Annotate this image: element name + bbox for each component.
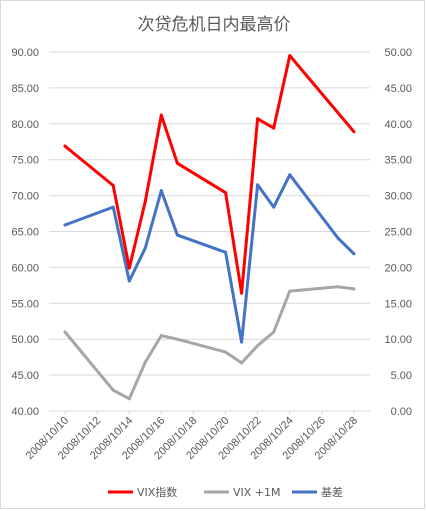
y-left-tick-label: 80.00: [11, 119, 39, 131]
data-point: [224, 250, 228, 254]
data-point: [143, 199, 147, 203]
chart-title: 次贷危机日内最高价: [138, 15, 291, 35]
data-point: [175, 233, 179, 237]
data-point: [159, 113, 163, 117]
data-point: [127, 266, 131, 270]
series-lines: [63, 54, 356, 401]
data-point: [224, 350, 228, 354]
data-point: [272, 330, 276, 334]
data-point: [111, 184, 115, 188]
legend-label: VIX指数: [137, 485, 177, 499]
y-right-tick-label: 15.00: [384, 298, 412, 310]
gridlines: [49, 51, 370, 412]
data-point: [63, 330, 67, 334]
data-point: [143, 360, 147, 364]
y-left-tick-label: 65.00: [11, 227, 39, 239]
data-point: [159, 334, 163, 338]
data-point: [256, 117, 260, 121]
y-right-tick-label: 25.00: [384, 227, 412, 239]
data-point: [288, 173, 292, 177]
y-right-tick-label: 0.00: [391, 406, 412, 418]
data-point: [240, 361, 244, 365]
y-left-tick-label: 50.00: [11, 334, 39, 346]
data-point: [127, 397, 131, 401]
y-right-tick-label: 20.00: [384, 262, 412, 274]
left-y-axis: 40.00 45.00 50.00 55.00 60.00 65.00 70.00 75.00…: [11, 47, 39, 418]
y-left-tick-label: 75.00: [11, 155, 39, 167]
data-point: [175, 337, 179, 341]
data-point: [288, 54, 292, 58]
data-point: [127, 279, 131, 283]
y-right-tick-label: 45.00: [384, 83, 412, 95]
y-right-tick-label: 10.00: [384, 334, 412, 346]
y-right-tick-label: 30.00: [384, 191, 412, 203]
data-point: [336, 285, 340, 289]
data-point: [288, 289, 292, 293]
data-point: [352, 130, 356, 134]
y-left-tick-label: 60.00: [11, 262, 39, 274]
data-point: [256, 183, 260, 187]
data-point: [159, 189, 163, 193]
legend-label: VIX +1M: [233, 486, 281, 499]
data-point: [143, 246, 147, 250]
y-left-tick-label: 40.00: [11, 406, 39, 418]
data-point: [63, 223, 67, 227]
y-right-tick-label: 5.00: [391, 370, 412, 382]
y-left-tick-label: 85.00: [11, 83, 39, 95]
y-left-tick-label: 45.00: [11, 370, 39, 382]
data-point: [336, 236, 340, 240]
x-axis: 2008/10/102008/10/122008/10/142008/10/16…: [24, 411, 360, 462]
y-left-tick-label: 55.00: [11, 298, 39, 310]
y-right-tick-label: 50.00: [384, 47, 412, 59]
data-point: [272, 126, 276, 130]
data-point: [352, 287, 356, 291]
y-left-tick-label: 70.00: [11, 191, 39, 203]
data-point: [224, 191, 228, 195]
data-point: [240, 340, 244, 344]
data-point: [352, 252, 356, 256]
data-point: [272, 205, 276, 209]
y-right-tick-label: 40.00: [384, 119, 412, 131]
data-point: [240, 291, 244, 295]
data-point: [175, 161, 179, 165]
data-point: [111, 205, 115, 209]
legend: VIX指数 VIX +1M 基差: [108, 485, 343, 499]
data-point: [256, 344, 260, 348]
right-y-axis: 0.00 5.00 10.00 15.00 20.00 25.00 30.00 35.00 40…: [384, 47, 412, 418]
y-left-tick-label: 90.00: [11, 47, 39, 59]
data-point: [111, 388, 115, 392]
legend-label: 基差: [321, 485, 343, 499]
series-line-0: [63, 54, 356, 295]
y-right-tick-label: 35.00: [384, 155, 412, 167]
data-point: [63, 144, 67, 148]
series-line-2: [63, 173, 356, 344]
